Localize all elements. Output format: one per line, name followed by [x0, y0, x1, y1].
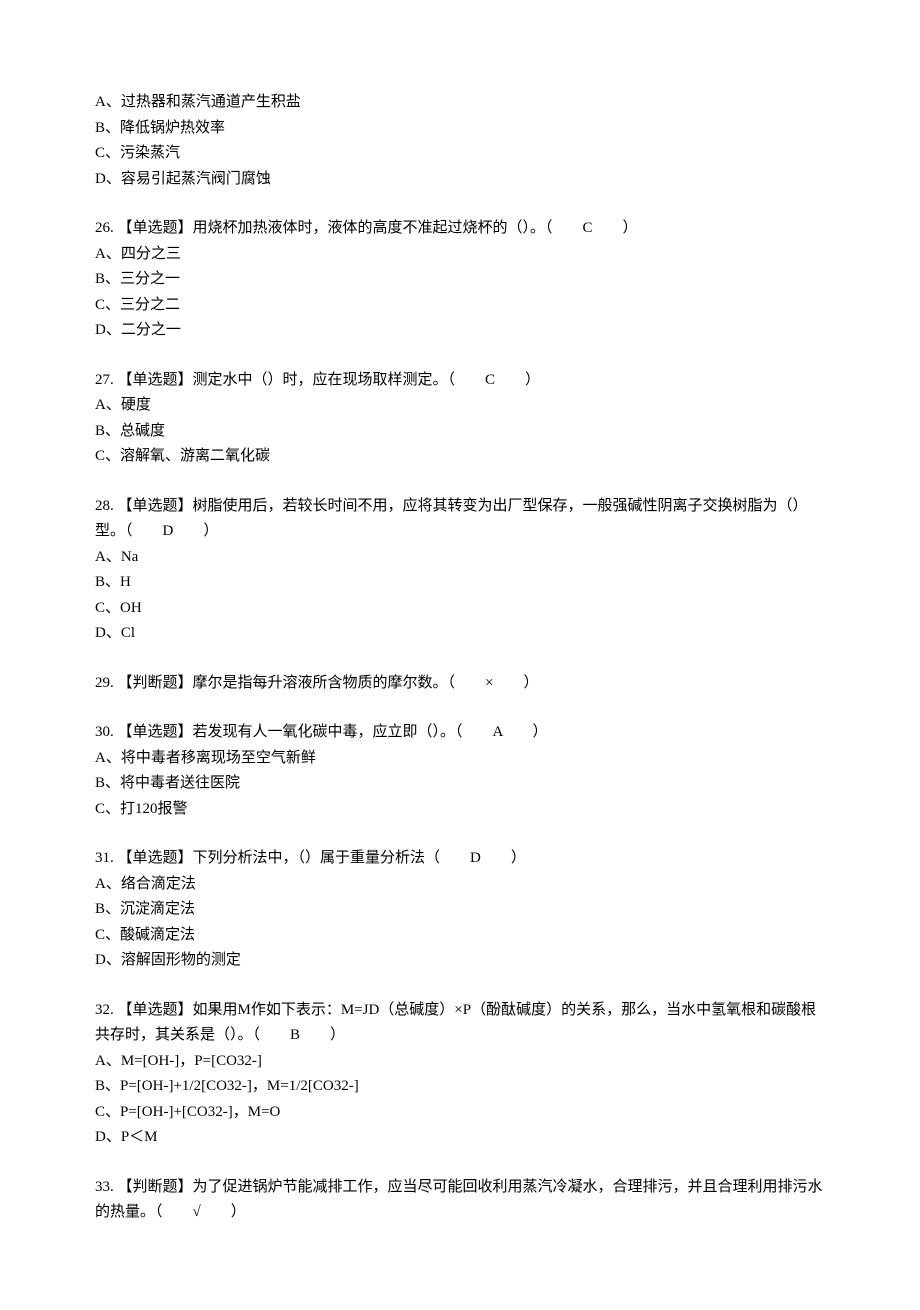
- option-line: A、硬度: [95, 393, 825, 419]
- option-line: A、络合滴定法: [95, 872, 825, 898]
- option-line: B、总碱度: [95, 419, 825, 445]
- option-line: A、过热器和蒸汽通道产生积盐: [95, 90, 825, 116]
- question-27: 27. 【单选题】测定水中（）时，应在现场取样测定。（ C ） A、硬度 B、总…: [95, 368, 825, 470]
- option-line: D、二分之一: [95, 318, 825, 344]
- question-text: 27. 【单选题】测定水中（）时，应在现场取样测定。（ C ）: [95, 368, 825, 394]
- option-line: D、Cl: [95, 621, 825, 647]
- question-28: 28. 【单选题】树脂使用后，若较长时间不用，应将其转变为出厂型保存，一般强碱性…: [95, 494, 825, 647]
- option-line: B、P=[OH-]+1/2[CO32-]，M=1/2[CO32-]: [95, 1074, 825, 1100]
- question-30: 30. 【单选题】若发现有人一氧化碳中毒，应立即（）。（ A ） A、将中毒者移…: [95, 720, 825, 822]
- option-line: D、容易引起蒸汽阀门腐蚀: [95, 167, 825, 193]
- option-line: C、三分之二: [95, 293, 825, 319]
- option-line: C、污染蒸汽: [95, 141, 825, 167]
- question-text: 33. 【判断题】为了促进锅炉节能减排工作，应当尽可能回收利用蒸汽冷凝水，合理排…: [95, 1175, 825, 1226]
- question-text: 30. 【单选题】若发现有人一氧化碳中毒，应立即（）。（ A ）: [95, 720, 825, 746]
- question-25-remnant: A、过热器和蒸汽通道产生积盐 B、降低锅炉热效率 C、污染蒸汽 D、容易引起蒸汽…: [95, 90, 825, 192]
- option-line: D、溶解固形物的测定: [95, 948, 825, 974]
- question-text: 26. 【单选题】用烧杯加热液体时，液体的高度不准起过烧杯的（）。（ C ）: [95, 216, 825, 242]
- question-31: 31. 【单选题】下列分析法中，（）属于重量分析法（ D ） A、络合滴定法 B…: [95, 846, 825, 974]
- question-32: 32. 【单选题】如果用M作如下表示：M=JD（总碱度）×P（酚酞碱度）的关系，…: [95, 998, 825, 1151]
- option-line: C、溶解氧、游离二氧化碳: [95, 444, 825, 470]
- option-line: A、M=[OH-]，P=[CO32-]: [95, 1049, 825, 1075]
- option-line: C、OH: [95, 596, 825, 622]
- option-line: D、P＜M: [95, 1125, 825, 1151]
- option-line: A、Na: [95, 545, 825, 571]
- question-text: 29. 【判断题】摩尔是指每升溶液所含物质的摩尔数。（ × ）: [95, 671, 825, 697]
- option-line: B、将中毒者送往医院: [95, 771, 825, 797]
- option-line: C、酸碱滴定法: [95, 923, 825, 949]
- option-line: B、沉淀滴定法: [95, 897, 825, 923]
- question-33: 33. 【判断题】为了促进锅炉节能减排工作，应当尽可能回收利用蒸汽冷凝水，合理排…: [95, 1175, 825, 1226]
- option-line: B、H: [95, 570, 825, 596]
- question-text: 31. 【单选题】下列分析法中，（）属于重量分析法（ D ）: [95, 846, 825, 872]
- question-text: 28. 【单选题】树脂使用后，若较长时间不用，应将其转变为出厂型保存，一般强碱性…: [95, 494, 825, 545]
- option-line: C、P=[OH-]+[CO32-]，M=O: [95, 1100, 825, 1126]
- question-29: 29. 【判断题】摩尔是指每升溶液所含物质的摩尔数。（ × ）: [95, 671, 825, 697]
- option-line: C、打120报警: [95, 797, 825, 823]
- option-line: B、降低锅炉热效率: [95, 116, 825, 142]
- option-line: A、将中毒者移离现场至空气新鲜: [95, 746, 825, 772]
- option-line: B、三分之一: [95, 267, 825, 293]
- question-26: 26. 【单选题】用烧杯加热液体时，液体的高度不准起过烧杯的（）。（ C ） A…: [95, 216, 825, 344]
- question-text: 32. 【单选题】如果用M作如下表示：M=JD（总碱度）×P（酚酞碱度）的关系，…: [95, 998, 825, 1049]
- option-line: A、四分之三: [95, 242, 825, 268]
